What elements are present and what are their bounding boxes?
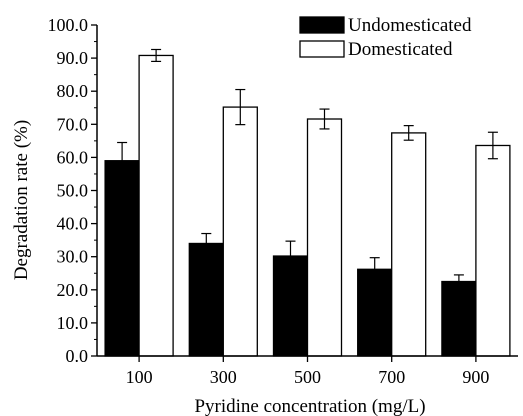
bar-undomesticated-900	[441, 280, 477, 357]
bar-undomesticated-700	[357, 268, 393, 357]
plot-area	[104, 48, 511, 357]
y-tick-label: 60.0	[57, 147, 89, 167]
legend-swatch-undomesticated	[299, 16, 345, 34]
y-tick-label: 80.0	[57, 81, 89, 101]
y-tick-label: 20.0	[57, 280, 89, 300]
y-tick-label: 100.0	[48, 15, 89, 35]
legend-label-domesticated: Domesticated	[348, 39, 453, 60]
y-tick-label: 90.0	[57, 48, 89, 68]
axes: 0.0 10.0 20.0 30.0 40.0 50.0 60.0 70.0 80.0 90.0 1…	[48, 15, 518, 387]
x-tick-label-100: 100	[126, 367, 153, 387]
legend-swatch-domesticated	[299, 40, 345, 58]
x-tick-label-700: 700	[378, 367, 405, 387]
bar-undomesticated-300	[188, 242, 224, 357]
x-tick-label-500: 500	[294, 367, 321, 387]
bar-domesticated-300	[222, 106, 258, 357]
y-tick-label: 10.0	[57, 313, 89, 333]
bar-domesticated-500	[306, 118, 343, 357]
x-axis-title: Pyridine concentration (mg/L)	[194, 396, 425, 416]
y-tick-label: 0.0	[66, 346, 89, 366]
bar-undomesticated-500	[272, 255, 309, 357]
x-tick-label-900: 900	[462, 367, 489, 387]
bar-domesticated-900	[475, 144, 511, 357]
y-tick-label: 70.0	[57, 114, 89, 134]
legend-label-undomesticated: Undomesticated	[348, 15, 472, 36]
legend: Undomesticated Domesticated	[299, 15, 472, 60]
y-tick-label: 40.0	[57, 214, 89, 234]
bar-domesticated-100	[138, 54, 174, 357]
y-tick-label: 50.0	[57, 181, 89, 201]
bar-undomesticated-100	[104, 160, 140, 357]
bar-domesticated-700	[391, 132, 427, 357]
y-axis-title: Degradation rate (%)	[11, 120, 32, 280]
x-tick-label-300: 300	[210, 367, 237, 387]
y-tick-label: 30.0	[57, 247, 89, 267]
